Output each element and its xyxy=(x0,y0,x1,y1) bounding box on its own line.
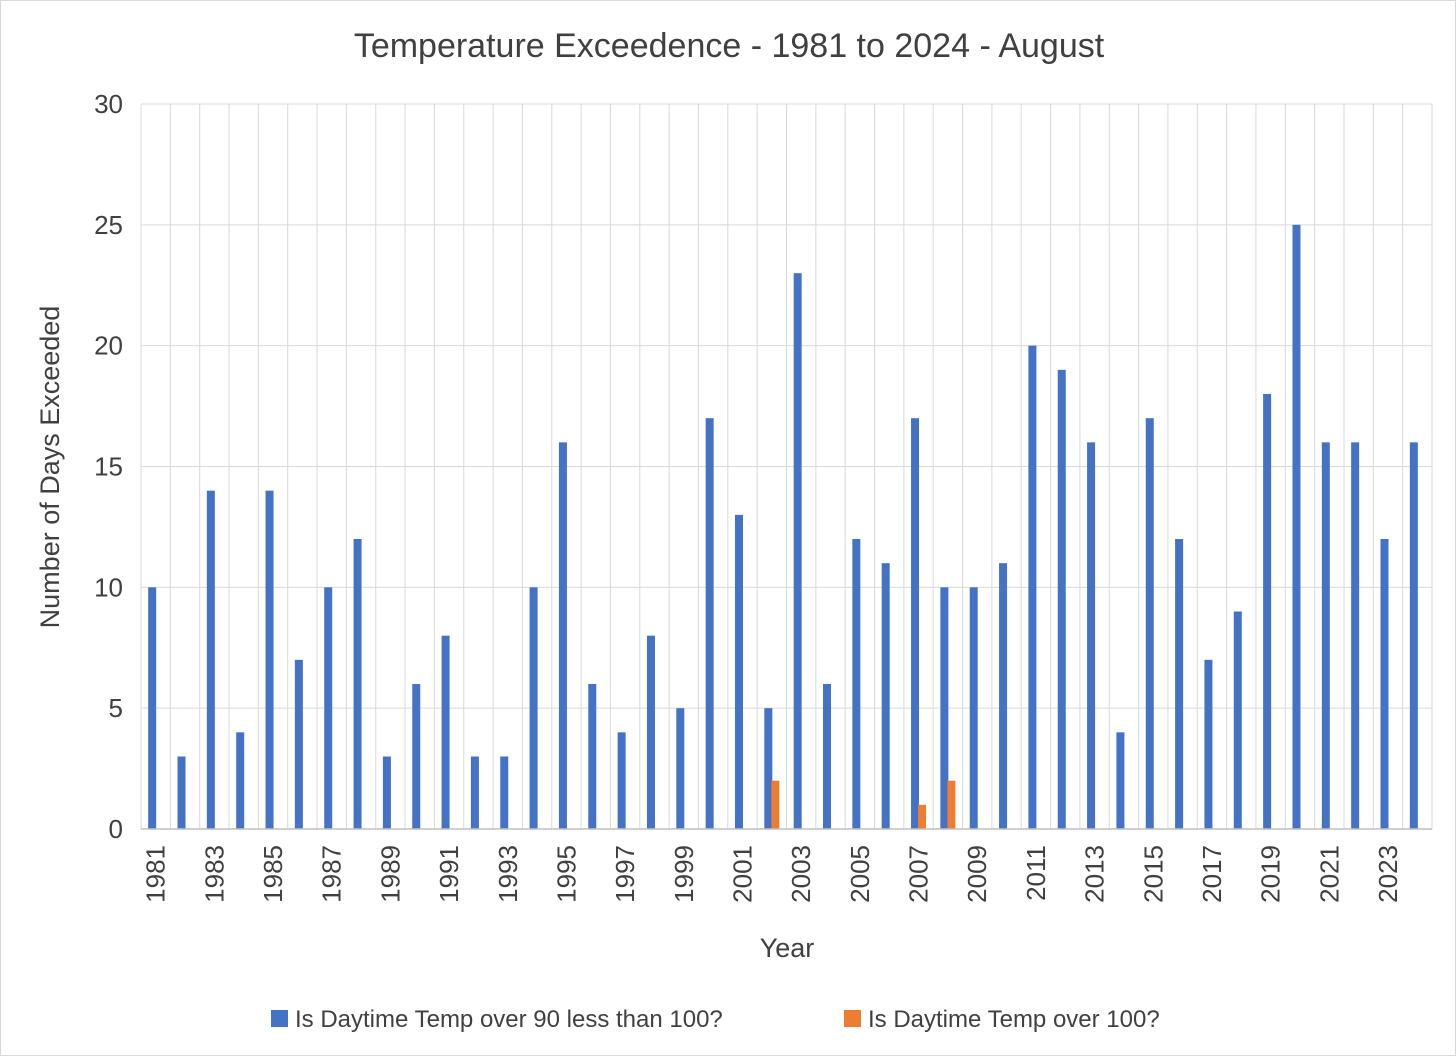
x-axis-ticks: 1981 1983 1985 1987 1989 1991 1993 1995 1997 1999… xyxy=(141,845,1403,903)
y-tick-label-5: 5 xyxy=(109,693,123,723)
bar-series2-2008 xyxy=(947,780,956,829)
bar-series1-2001 xyxy=(734,514,743,829)
gridlines xyxy=(140,103,1433,829)
bar-series1-2012 xyxy=(1057,369,1066,829)
legend-label-2: Is Daytime Temp over 100? xyxy=(868,1006,1160,1033)
y-axis-ticks: 0 5 10 15 20 25 30 xyxy=(94,89,123,844)
x-tick-label-1989: 1989 xyxy=(375,845,405,903)
bar-series1-1994 xyxy=(529,587,538,829)
bar-series1-1981 xyxy=(148,587,157,829)
bar-series1-2002 xyxy=(764,708,773,829)
bar-series1-2020 xyxy=(1292,224,1301,830)
x-tick-label-1987: 1987 xyxy=(317,845,347,903)
y-tick-label-0: 0 xyxy=(109,814,123,844)
bar-series1-2013 xyxy=(1087,442,1096,829)
bars xyxy=(148,224,1418,830)
bar-series1-2017 xyxy=(1204,659,1213,829)
y-tick-label-20: 20 xyxy=(94,331,123,361)
bar-series1-2019 xyxy=(1263,394,1272,829)
bar-series1-1992 xyxy=(470,756,479,829)
x-tick-label-2013: 2013 xyxy=(1080,845,1110,903)
bar-series1-1982 xyxy=(177,756,186,829)
bar-series1-2018 xyxy=(1233,611,1242,829)
bar-series1-2003 xyxy=(793,273,802,830)
bar-series1-1996 xyxy=(588,684,597,829)
bar-series1-2022 xyxy=(1351,442,1360,829)
chart-title: Temperature Exceedence - 1981 to 2024 - … xyxy=(354,27,1105,65)
x-tick-label-1985: 1985 xyxy=(258,845,288,903)
x-tick-label-1981: 1981 xyxy=(141,845,171,903)
x-tick-label-2005: 2005 xyxy=(845,845,875,903)
bar-series1-1998 xyxy=(646,635,655,829)
bar-series1-2008 xyxy=(940,587,949,829)
bar-series1-2021 xyxy=(1321,442,1330,829)
bar-series1-1993 xyxy=(500,756,509,829)
x-axis-title: Year xyxy=(760,933,815,963)
bar-series1-2000 xyxy=(705,418,714,829)
legend-swatch-2 xyxy=(844,1010,861,1027)
x-tick-label-2009: 2009 xyxy=(962,845,992,903)
bar-series1-2011 xyxy=(1028,345,1037,829)
x-tick-label-1983: 1983 xyxy=(199,845,229,903)
x-tick-label-1991: 1991 xyxy=(434,845,464,903)
x-tick-label-1995: 1995 xyxy=(551,845,581,903)
bar-series2-2002 xyxy=(771,780,780,829)
y-tick-label-25: 25 xyxy=(94,210,123,240)
bar-series1-1991 xyxy=(441,635,450,829)
x-tick-label-2001: 2001 xyxy=(727,845,757,903)
bar-series1-1987 xyxy=(324,587,333,829)
y-tick-label-30: 30 xyxy=(94,89,123,119)
bar-series2-2007 xyxy=(918,804,927,829)
y-tick-label-10: 10 xyxy=(94,572,123,602)
x-tick-label-2015: 2015 xyxy=(1138,845,1168,903)
x-tick-label-2023: 2023 xyxy=(1373,845,1403,903)
y-axis-title: Number of Days Exceeded xyxy=(35,306,65,629)
x-tick-label-2003: 2003 xyxy=(786,845,816,903)
legend-label-1: Is Daytime Temp over 90 less than 100? xyxy=(295,1006,723,1033)
bar-series1-2023 xyxy=(1380,539,1389,829)
bar-series1-2016 xyxy=(1175,539,1184,829)
bar-series1-1990 xyxy=(412,684,421,829)
y-tick-label-15: 15 xyxy=(94,452,123,482)
x-tick-label-2017: 2017 xyxy=(1197,845,1227,903)
x-tick-label-2007: 2007 xyxy=(904,845,934,903)
bar-series1-1986 xyxy=(294,659,303,829)
x-tick-label-2019: 2019 xyxy=(1256,845,1286,903)
x-tick-label-2021: 2021 xyxy=(1314,845,1344,903)
bar-series1-1989 xyxy=(382,756,391,829)
bar-series1-2010 xyxy=(999,563,1008,829)
bar-series1-2024 xyxy=(1409,442,1418,829)
bar-series1-1984 xyxy=(236,732,245,829)
x-tick-label-1997: 1997 xyxy=(610,845,640,903)
x-tick-label-2011: 2011 xyxy=(1021,845,1051,901)
bar-series1-2009 xyxy=(969,587,978,829)
bar-series1-2005 xyxy=(852,539,861,829)
bar-series1-2014 xyxy=(1116,732,1125,829)
bar-series1-1988 xyxy=(353,539,362,829)
bar-series1-1983 xyxy=(206,490,215,829)
legend: Is Daytime Temp over 90 less than 100? Is… xyxy=(271,1006,1160,1033)
legend-swatch-1 xyxy=(271,1010,288,1027)
bar-series1-1999 xyxy=(676,708,685,829)
bar-series1-2015 xyxy=(1145,418,1154,829)
bar-series1-2006 xyxy=(881,563,890,829)
bar-series1-1985 xyxy=(265,490,274,829)
bar-series1-2007 xyxy=(911,418,920,829)
bar-series1-2004 xyxy=(823,684,832,829)
x-tick-label-1999: 1999 xyxy=(669,845,699,903)
x-tick-label-1993: 1993 xyxy=(493,845,523,903)
bar-series1-1997 xyxy=(617,732,626,829)
bar-series1-1995 xyxy=(558,442,567,829)
